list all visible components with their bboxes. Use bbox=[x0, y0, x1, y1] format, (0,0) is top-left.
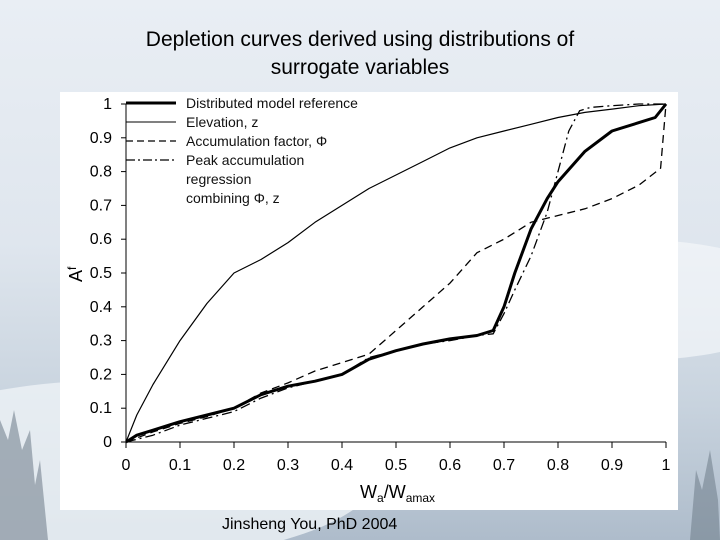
legend-label-3: Accumulation factor, Φ bbox=[186, 133, 327, 149]
slide-title: Depletion curves derived using distribut… bbox=[60, 26, 660, 82]
y-tick-label: 0.5 bbox=[90, 265, 112, 282]
y-axis-title-sub: f bbox=[65, 266, 79, 270]
x-axis-title-main: W bbox=[360, 482, 377, 502]
x-tick-label: 0.3 bbox=[277, 457, 299, 474]
y-tick-label: 0.7 bbox=[90, 197, 112, 214]
series-line-elevation-z bbox=[125, 103, 667, 443]
axis-ticks: 0 0.1 0.2 0.3 0.4 0.5 0.6 0.7 0.8 0.9 1 0 0.1 0.2 0.3 0… bbox=[90, 96, 671, 474]
footer-credit: Jinsheng You, PhD 2004 bbox=[222, 516, 398, 533]
y-axis-title: Af bbox=[65, 266, 86, 282]
x-tick-label: 0.4 bbox=[331, 457, 353, 474]
depletion-chart: 0 0.1 0.2 0.3 0.4 0.5 0.6 0.7 0.8 0.9 1 0 0.1 0.2 0.3 0… bbox=[65, 95, 671, 505]
x-tick-label: 0.9 bbox=[601, 457, 623, 474]
x-axis-title-mid: /W bbox=[384, 482, 406, 502]
x-tick-label: 0.7 bbox=[493, 457, 515, 474]
y-axis-title-main: A bbox=[66, 270, 86, 282]
series-line-peak-accumulation-regression-combining-z bbox=[125, 103, 666, 443]
chart-legend: Distributed model reference Elevation, z… bbox=[126, 95, 358, 206]
y-tick-label: 0.4 bbox=[90, 299, 112, 316]
y-tick-label: 0.8 bbox=[90, 164, 112, 181]
slide-title-line1: Depletion curves derived using distribut… bbox=[145, 28, 575, 51]
x-axis-title-sub1: a bbox=[377, 491, 384, 505]
x-tick-label: 0.6 bbox=[439, 457, 461, 474]
series-line-accumulation-factor bbox=[125, 103, 667, 443]
x-axis-title: Wa/Wamax bbox=[360, 482, 435, 505]
y-tick-label: 0.9 bbox=[90, 130, 112, 147]
x-tick-label: 0.8 bbox=[547, 457, 569, 474]
y-tick-label: 0.6 bbox=[90, 231, 112, 248]
legend-label-4: Peak accumulation bbox=[186, 152, 304, 168]
x-tick-label: 0.5 bbox=[385, 457, 407, 474]
y-tick-label: 0.2 bbox=[90, 366, 112, 383]
x-tick-label: 0.1 bbox=[169, 457, 191, 474]
y-tick-label: 0.3 bbox=[90, 333, 112, 350]
chart-panel: 0 0.1 0.2 0.3 0.4 0.5 0.6 0.7 0.8 0.9 1 0 0.1 0.2 0.3 0… bbox=[60, 92, 678, 510]
legend-label-6: combining Φ, z bbox=[186, 190, 280, 206]
legend-label-5: regression bbox=[186, 171, 251, 187]
slide-title-line2: surrogate variables bbox=[270, 56, 450, 79]
legend-label-1: Distributed model reference bbox=[186, 95, 358, 111]
series-layer bbox=[125, 103, 668, 444]
y-tick-label: 0.1 bbox=[90, 400, 112, 417]
y-tick-label: 0 bbox=[103, 434, 112, 451]
y-tick-label: 1 bbox=[103, 96, 112, 113]
x-axis-title-sub2: amax bbox=[406, 491, 435, 505]
x-tick-label: 1 bbox=[662, 457, 671, 474]
x-tick-label: 0 bbox=[122, 457, 131, 474]
x-tick-label: 0.2 bbox=[223, 457, 245, 474]
legend-label-2: Elevation, z bbox=[186, 114, 258, 130]
